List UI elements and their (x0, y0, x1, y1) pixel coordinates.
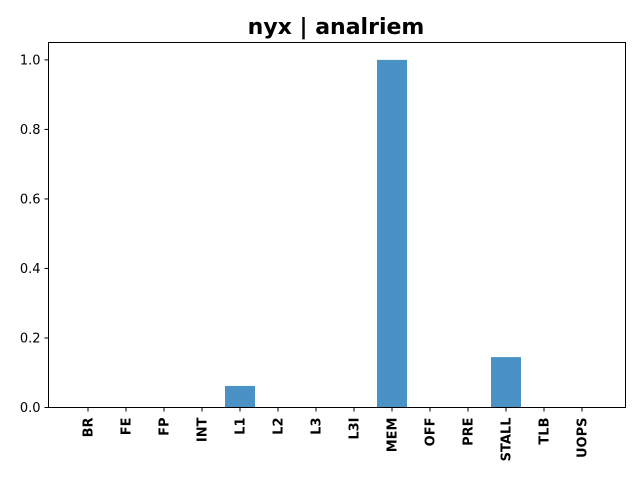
x-tick-label-tlb: TLB (538, 418, 553, 445)
y-tick-label: 0.2 (20, 331, 41, 346)
x-tick-label-mem: MEM (386, 418, 401, 453)
y-axis: 0.0 0.2 0.4 0.6 0.8 1.0 (20, 53, 49, 416)
x-tick-label-stall: STALL (500, 418, 515, 462)
y-tick-label: 0.4 (20, 262, 41, 277)
bars-group (225, 59, 521, 408)
bar-l1 (225, 385, 255, 408)
x-tick-label-fe: FE (120, 418, 135, 436)
bar-mem (377, 59, 407, 408)
x-tick-label-int: INT (196, 417, 211, 442)
x-tick-label-fp: FP (158, 418, 173, 436)
x-tick-label-br: BR (82, 418, 97, 438)
y-tick-label: 0.0 (20, 401, 41, 416)
y-tick-label: 1.0 (20, 53, 41, 68)
x-tick-label-pre: PRE (462, 418, 477, 446)
y-tick-label: 0.6 (20, 192, 41, 207)
x-tick-label-off: OFF (424, 418, 439, 447)
x-axis: BR FE FP INT L1 L2 L3 L3I MEM OFF PRE STALL TLB UOPS (82, 407, 591, 462)
x-tick-label-uops: UOPS (576, 418, 591, 459)
plot-frame (48, 42, 626, 408)
chart-title: nyx | analriem (248, 15, 425, 40)
bar-stall (491, 357, 521, 408)
y-tick-label: 0.8 (20, 123, 41, 138)
x-tick-label-l3: L3 (310, 418, 325, 435)
x-tick-label-l2: L2 (272, 418, 287, 435)
x-tick-label-l1: L1 (234, 418, 249, 435)
x-tick-label-l3i: L3I (348, 418, 363, 440)
